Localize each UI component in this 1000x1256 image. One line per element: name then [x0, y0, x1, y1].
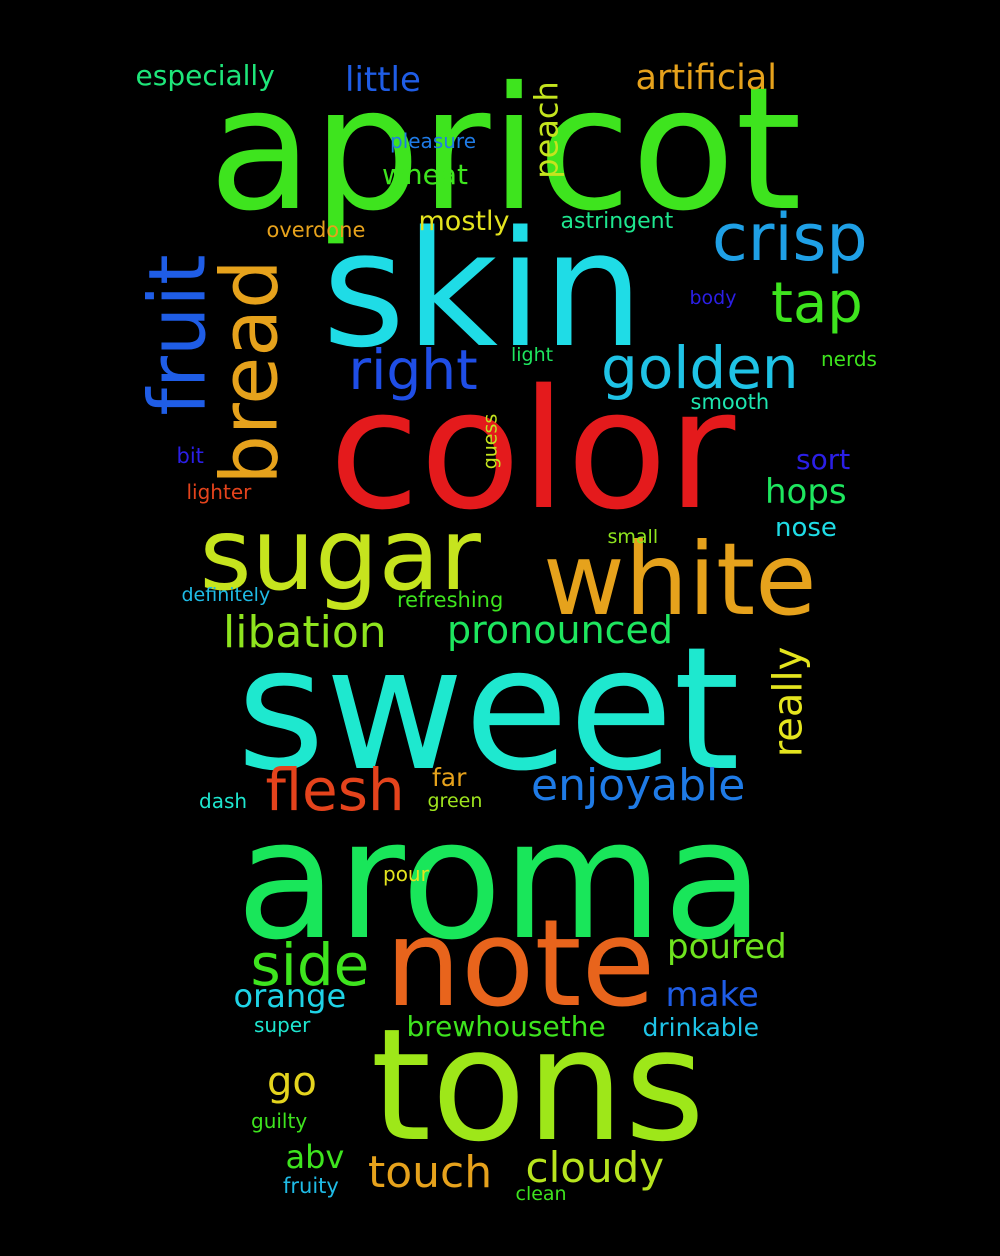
word-enjoyable: enjoyable: [531, 760, 746, 811]
word-abv: abv: [285, 1138, 345, 1176]
word-definitely: definitely: [181, 583, 271, 606]
word-mostly: mostly: [418, 205, 510, 237]
word-bit: bit: [176, 443, 204, 468]
word-peach: peach: [527, 81, 566, 179]
word-small: small: [607, 525, 659, 548]
word-make: make: [665, 975, 759, 1015]
word-wheat: wheat: [382, 158, 469, 191]
word-touch: touch: [368, 1147, 493, 1198]
word-light: light: [511, 343, 554, 366]
word-astringent: astringent: [560, 209, 674, 234]
word-refreshing: refreshing: [397, 587, 504, 612]
word-smooth: smooth: [690, 389, 770, 414]
word-cloudy: cloudy: [525, 1143, 665, 1192]
word-pleasure: pleasure: [390, 129, 476, 153]
word-super: super: [254, 1013, 311, 1037]
word-fruity: fruity: [283, 1173, 339, 1198]
word-drinkable: drinkable: [642, 1012, 760, 1042]
word-little: little: [345, 60, 421, 100]
word-sort: sort: [796, 443, 851, 476]
word-nerds: nerds: [821, 347, 877, 371]
word-pronounced: pronounced: [447, 608, 674, 652]
word-especially: especially: [135, 59, 275, 92]
word-guess: guess: [479, 413, 502, 469]
word-sweet: sweet: [236, 611, 740, 809]
word-pour: pour: [383, 862, 429, 886]
word-really: really: [764, 646, 811, 758]
word-right: right: [348, 337, 478, 402]
word-apricot: apricot: [208, 51, 802, 249]
word-flesh: flesh: [265, 756, 405, 824]
word-skin: skin: [322, 196, 644, 383]
word-color: color: [329, 353, 736, 546]
word-dash: dash: [199, 789, 248, 813]
word-crisp: crisp: [712, 200, 868, 276]
word-green: green: [427, 789, 483, 812]
word-poured: poured: [667, 927, 787, 967]
word-far: far: [432, 762, 467, 792]
word-nose: nose: [775, 513, 837, 543]
word-artificial: artificial: [635, 57, 777, 98]
word-hops: hops: [765, 472, 847, 512]
word-clean: clean: [515, 1182, 567, 1205]
word-tap: tap: [771, 271, 863, 336]
word-bread: bread: [205, 259, 296, 485]
word-note: note: [385, 895, 656, 1034]
word-go: go: [267, 1059, 317, 1105]
word-lighter: lighter: [186, 480, 252, 504]
word-tons: tons: [370, 994, 706, 1176]
word-overdone: overdone: [266, 217, 366, 242]
word-guilty: guilty: [251, 1109, 308, 1133]
word-side: side: [250, 931, 370, 999]
word-libation: libation: [223, 607, 387, 658]
word-aroma: aroma: [236, 783, 765, 976]
word-brewhousethe: brewhousethe: [406, 1010, 606, 1043]
word-sugar: sugar: [199, 496, 481, 613]
word-orange: orange: [233, 977, 347, 1015]
word-body: body: [689, 286, 737, 309]
word-golden: golden: [601, 334, 799, 402]
word-white: white: [543, 521, 817, 638]
